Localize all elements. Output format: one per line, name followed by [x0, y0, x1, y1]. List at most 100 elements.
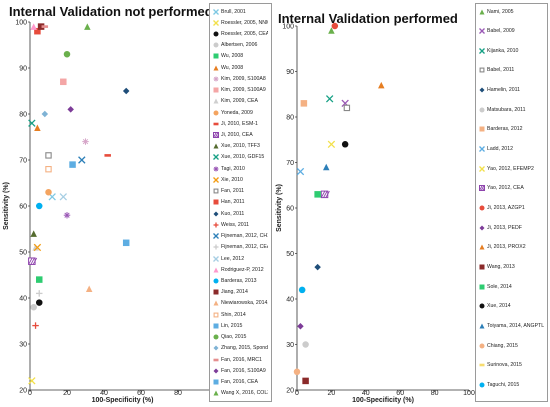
legend-item: Kim, 2009, CEA	[213, 97, 268, 106]
data-point	[300, 100, 308, 107]
data-point	[36, 202, 43, 210]
legend-marker	[213, 8, 219, 15]
legend-item: Niewiarowska, 2014, TIMP1	[213, 299, 268, 308]
data-point	[320, 190, 330, 199]
legend-label: Brull, 2001	[221, 8, 246, 15]
legend-item: Lee, 2012	[213, 254, 268, 263]
data-point	[293, 368, 301, 376]
chart-panel-left: Internal Validation not performed 20 30 40…	[3, 3, 272, 404]
legend-marker	[479, 382, 485, 388]
legend-label: Roessler, 2005, CEA	[221, 30, 268, 37]
legend-label: Albertsen, 2006	[221, 42, 258, 49]
y-tick-label: 30	[19, 341, 27, 348]
legend-item: Albertsen, 2006	[213, 41, 268, 50]
legend-label: Tagi, 2010	[221, 165, 245, 172]
legend-marker	[213, 368, 219, 374]
legend-item: Kim, 2009, S100A8	[213, 74, 268, 83]
legend-label: Ji, 2010, ESM-1	[221, 120, 258, 127]
legend-item: Fan, 2016, MRC1	[213, 355, 268, 364]
legend-marker	[213, 345, 219, 351]
legend-item: Lin, 2015	[213, 321, 268, 330]
data-point	[28, 257, 38, 265]
legend-label: Taguchi, 2015	[487, 381, 520, 388]
data-point	[37, 23, 45, 30]
legend-label: Qiao, 2015	[221, 334, 247, 341]
legend-label: Kim, 2009, CEA	[221, 98, 258, 105]
legend-item: Ji, 2013, PEDF	[479, 223, 544, 232]
y-tick-label: 50	[286, 251, 294, 258]
y-tick-label: 40	[286, 296, 294, 303]
legend-label: Wu, 2008	[221, 64, 244, 71]
data-point	[30, 23, 37, 30]
legend-item: Roessler, 2005, NNMT	[213, 18, 268, 27]
legend-marker	[213, 110, 219, 116]
legend-label: Barderas, 2012	[487, 126, 523, 133]
legend-label: Wang, 2013	[487, 263, 515, 270]
legend-marker	[213, 358, 219, 361]
legend-item: Yao, 2012, CEA	[479, 184, 544, 193]
legend-item: Wang, 2013	[479, 262, 544, 271]
legend-label: Yao, 2012, EFEMP2	[487, 165, 534, 172]
legend-label: Han, 2011	[221, 199, 245, 206]
y-tick-label: 80	[286, 114, 294, 121]
x-tick-label: 0	[295, 390, 299, 397]
legend-marker	[213, 323, 219, 329]
y-tick-label: 70	[286, 160, 294, 167]
scatter-plot: 2030405060708090100020406080100100-Speci…	[3, 19, 221, 404]
legend-item: Barderas, 2012	[479, 125, 544, 134]
legend-marker	[479, 28, 485, 35]
data-point	[60, 78, 67, 86]
y-tick-label: 100	[15, 19, 27, 26]
data-point	[122, 87, 130, 95]
data-point	[341, 141, 349, 148]
legend-item: Babel, 2011	[479, 66, 544, 75]
legend-label: Xue, 2010, TFF3	[221, 143, 260, 150]
legend-marker	[479, 284, 485, 290]
data-point	[32, 322, 39, 329]
legend-marker	[213, 267, 219, 273]
legend-item: Fijneman, 2012, CH13L3	[213, 232, 268, 241]
y-tick-label: 50	[19, 249, 27, 256]
y-tick-label: 90	[19, 65, 27, 72]
legend-marker	[479, 244, 485, 250]
x-tick-label: 60	[137, 390, 145, 397]
legend-marker	[479, 107, 485, 113]
x-tick-label: 60	[396, 390, 404, 397]
y-tick-label: 80	[19, 111, 27, 118]
legend-item: Fijneman, 2012, CEA	[213, 243, 268, 252]
legend-marker	[213, 143, 219, 149]
legend-item: Wu, 2008	[213, 63, 268, 72]
legend-label: Chiang, 2015	[487, 342, 518, 349]
data-point	[69, 161, 76, 168]
y-tick-label: 60	[19, 203, 27, 210]
legend-marker	[213, 211, 219, 217]
legend-item: Xue, 2014	[479, 302, 544, 311]
legend-item: Wu, 2008	[213, 52, 268, 61]
data-point	[82, 138, 89, 145]
data-point	[36, 299, 43, 306]
x-axis-label: 100-Specificity (%)	[92, 397, 154, 404]
legend-marker	[213, 53, 219, 59]
data-point	[327, 140, 336, 149]
legend-marker	[479, 87, 485, 93]
legend-item: Fan, 2016, S100A9	[213, 366, 268, 375]
y-axis-label: Sensitivity (%)	[276, 184, 283, 232]
legend-item: Xue, 2010, TFF3	[213, 142, 268, 151]
legend-item: Ji, 2013, AZGP1	[479, 204, 544, 213]
data-point	[30, 230, 37, 237]
legend-item: Sole, 2014	[479, 282, 544, 291]
y-tick-label: 100	[282, 23, 294, 30]
y-axis-label: Sensitivity (%)	[3, 182, 10, 230]
legend-label: Fan, 2011	[221, 188, 244, 195]
data-point	[331, 22, 339, 30]
data-point	[84, 23, 91, 30]
legend-marker	[479, 323, 485, 329]
legend-item: Ji, 2010, CEA	[213, 131, 268, 140]
chart-panel-right: Internal Validation performed 20 30 40 50 60…	[275, 0, 550, 407]
legend-item: Zhang, 2015, Spondin-2	[213, 344, 268, 353]
legend-item: Kuo, 2011	[213, 209, 268, 218]
legend-item: Jiang, 2014	[213, 288, 268, 297]
